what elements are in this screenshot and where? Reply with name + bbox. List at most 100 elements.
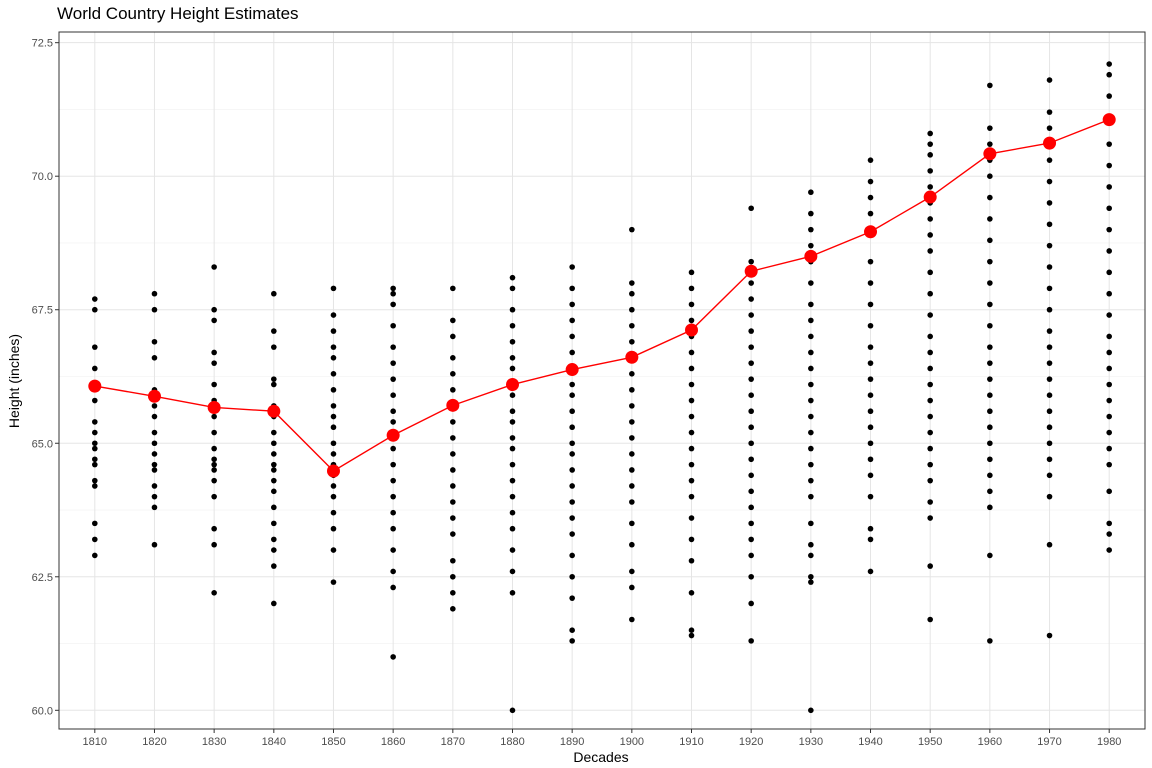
data-point [390,525,396,532]
data-point [271,467,277,473]
data-point [1106,205,1112,212]
data-point [330,451,337,457]
data-point [450,557,456,564]
x-axis-title: Decades [573,749,628,765]
data-point [151,440,158,447]
x-tick-label: 1950 [918,736,942,748]
data-point [509,590,516,596]
data-point [1106,413,1112,420]
x-tick-label: 1930 [799,736,823,748]
data-point [330,355,337,361]
y-tick-label: 67.5 [32,305,53,317]
data-point [688,627,695,633]
data-point [688,285,695,292]
data-point [1106,162,1112,169]
data-point [987,194,993,201]
data-point [748,638,754,644]
data-point [569,424,575,431]
data-point [867,440,874,447]
data-point [927,515,933,521]
data-point [867,322,874,329]
data-point [987,258,993,265]
data-point [211,317,217,324]
data-point [569,440,575,447]
data-point [748,504,754,511]
data-point [92,477,98,484]
data-point [1046,408,1053,415]
data-point [808,573,814,580]
data-point [748,424,754,431]
mean-point [744,264,758,278]
data-point [390,654,396,660]
data-point [569,595,575,601]
data-point [808,317,814,324]
data-point [211,264,217,270]
mean-point [326,464,340,478]
data-point [688,477,695,484]
data-point [867,493,874,500]
data-point [1046,344,1053,350]
data-point [390,461,396,468]
data-point [688,632,695,639]
data-point [748,472,754,479]
data-point [450,606,456,612]
data-point [151,541,158,548]
data-point [629,616,635,623]
x-tick-label: 1980 [1097,736,1121,748]
data-point [748,312,754,318]
data-point [748,258,754,265]
data-point [569,285,575,292]
data-point [629,541,635,548]
data-point [1046,306,1053,313]
data-point [1106,93,1112,99]
data-point [450,333,456,340]
data-point [151,467,158,473]
data-point [271,563,277,569]
data-point [629,280,635,286]
data-point [987,552,993,559]
data-point [569,531,575,537]
data-point [569,638,575,644]
y-tick-label: 62.5 [32,572,53,584]
data-point [748,573,754,580]
data-point [808,381,814,388]
data-point [748,440,754,447]
data-point [987,344,993,350]
data-point [450,499,456,505]
data-point [688,429,695,436]
data-point [629,403,635,409]
data-point [748,408,754,415]
data-point [1046,424,1053,431]
data-point [927,381,933,388]
data-point [629,290,635,297]
data-point [688,515,695,521]
data-point [569,349,575,356]
data-point [569,483,575,489]
data-point [927,248,933,254]
data-point [92,365,98,372]
data-point [987,360,993,366]
mean-point [685,323,699,337]
data-point [450,317,456,324]
mean-point [804,249,818,263]
scatter-points [92,61,1112,714]
data-point [450,285,456,292]
mean-line [94,118,1110,472]
data-point [808,541,814,548]
mean-point [88,379,102,393]
data-point [211,429,217,436]
data-point [390,493,396,500]
data-point [629,483,635,489]
data-point [271,461,277,468]
x-tick-label: 1900 [620,736,644,748]
data-point [390,360,396,366]
mean-point [983,147,997,161]
data-point [748,456,754,463]
data-point [867,536,874,543]
data-point [509,445,516,452]
data-point [867,344,874,350]
data-point [867,408,874,415]
data-point [92,419,98,425]
data-point [1046,493,1053,500]
data-point [1046,632,1053,639]
